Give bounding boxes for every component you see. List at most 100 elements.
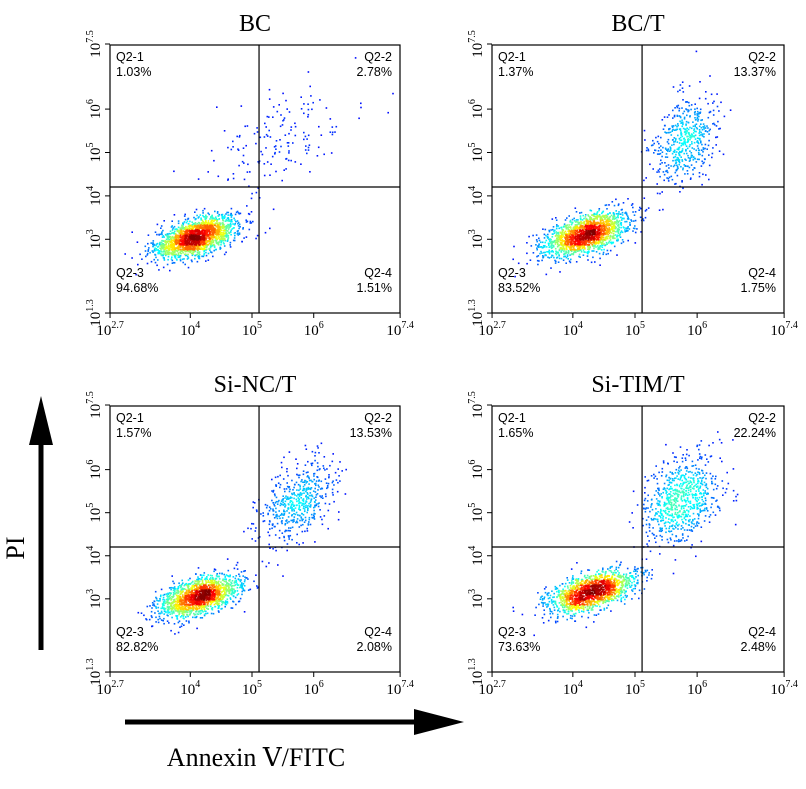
event-dot (202, 226, 205, 229)
event-dot (331, 481, 334, 484)
event-dot (603, 248, 605, 251)
event-dot (208, 227, 210, 229)
event-dot (189, 238, 191, 240)
event-dot (563, 253, 565, 256)
event-dot (237, 234, 240, 236)
event-dot (200, 243, 202, 245)
event-dot (679, 84, 682, 86)
event-dot (274, 153, 276, 155)
event-dot (221, 237, 224, 240)
event-dot (681, 135, 684, 138)
event-dot (206, 229, 208, 231)
event-dot (700, 134, 702, 136)
event-dot (603, 216, 605, 218)
event-dot (266, 161, 269, 163)
event-dot (579, 212, 581, 214)
event-dot (686, 101, 688, 103)
event-dot (188, 227, 190, 230)
event-dot (285, 495, 287, 497)
event-dot (548, 229, 550, 232)
event-dot (566, 254, 569, 256)
event-dot (690, 133, 693, 135)
event-dot (183, 624, 185, 626)
event-dot (582, 236, 585, 239)
event-dot (211, 214, 213, 217)
event-dot (620, 230, 623, 232)
event-dot (277, 500, 279, 503)
event-dot (530, 245, 533, 247)
event-dot (196, 247, 199, 250)
event-dot (671, 152, 674, 155)
event-dot (553, 256, 555, 259)
event-dot (205, 260, 207, 262)
event-dot (218, 231, 220, 233)
event-dot (152, 251, 154, 253)
x-tick-label: 104 (180, 320, 200, 339)
event-dot (701, 133, 704, 135)
event-dots (137, 442, 347, 635)
event-dot (200, 247, 203, 249)
event-dot (181, 250, 184, 252)
event-dot (299, 519, 301, 522)
event-dot (687, 110, 690, 112)
event-dot (167, 236, 169, 239)
event-dot (288, 538, 290, 540)
event-dot (288, 512, 291, 514)
event-dot (626, 214, 628, 216)
event-dot (224, 216, 226, 218)
event-dot (668, 114, 670, 116)
event-dot (193, 226, 196, 228)
event-dot (697, 118, 700, 121)
event-dot (680, 144, 683, 147)
event-dot (179, 240, 182, 242)
event-dot (167, 253, 169, 256)
event-dot (224, 605, 226, 608)
event-dot (611, 218, 614, 220)
event-dot (313, 478, 315, 481)
event-dot (160, 588, 163, 591)
event-dot (203, 224, 206, 226)
panel-title: BC/T (611, 11, 665, 37)
event-dot (594, 235, 597, 237)
event-dot (216, 238, 218, 241)
event-dot (335, 125, 338, 128)
event-dot (196, 214, 198, 217)
event-dot (233, 227, 235, 229)
event-dot (702, 123, 705, 125)
event-dot (690, 104, 693, 106)
event-dot (192, 616, 194, 619)
event-dot (585, 242, 587, 245)
event-dot (548, 243, 550, 245)
event-dot (300, 96, 302, 98)
event-dot (588, 244, 590, 246)
event-dot (605, 243, 607, 246)
event-dot (551, 236, 554, 238)
event-dot (196, 228, 199, 230)
event-dot (709, 111, 712, 113)
event-dot (300, 497, 302, 499)
event-dot (209, 240, 211, 243)
event-dot (585, 238, 587, 241)
event-dot (617, 238, 619, 241)
event-dot (594, 217, 597, 220)
event-dot (173, 233, 176, 235)
event-dot (201, 255, 203, 258)
panel-title: Si-NC/T (214, 372, 297, 398)
event-dot (261, 560, 264, 563)
event-dot (668, 128, 670, 131)
event-dot (198, 253, 201, 256)
event-dot (150, 615, 153, 617)
event-dot (159, 250, 161, 253)
event-dot (164, 243, 167, 246)
event-dot (567, 246, 570, 248)
event-dot (554, 247, 557, 250)
event-dot (225, 236, 228, 238)
event-dot (710, 93, 713, 96)
event-dot (233, 239, 236, 242)
event-dot (321, 523, 324, 526)
event-dot (691, 141, 693, 143)
event-dot (185, 250, 188, 253)
event-dot (679, 191, 681, 193)
event-dot (580, 218, 582, 221)
